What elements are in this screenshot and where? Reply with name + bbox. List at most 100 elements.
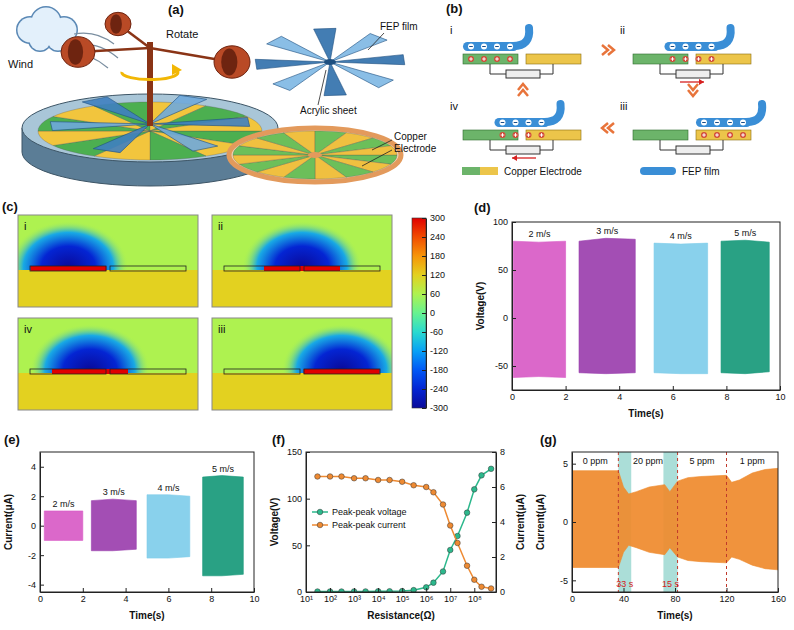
tick-label: 0 xyxy=(500,587,505,597)
tick: -4 xyxy=(28,580,44,590)
charged-strip xyxy=(30,266,106,271)
positive-sign xyxy=(508,57,512,61)
field-lower xyxy=(18,373,198,410)
legend-electrode xyxy=(462,167,480,175)
tick-mark xyxy=(726,386,727,390)
field-lower xyxy=(212,373,392,410)
plot-marks xyxy=(315,466,494,592)
positive-sign xyxy=(728,133,732,137)
signal-envelope xyxy=(91,499,136,551)
tick-mark xyxy=(492,487,496,488)
electrode xyxy=(633,54,688,64)
panel-label: (b) xyxy=(446,1,463,16)
axis-bottom: 0246810 xyxy=(510,386,786,402)
fep-blade xyxy=(330,34,387,62)
electrode xyxy=(526,130,581,140)
positive-charge xyxy=(526,132,532,138)
tick-label: -240 xyxy=(430,384,448,394)
series-marker xyxy=(411,482,417,488)
signal-envelope xyxy=(44,511,83,540)
tick: 300 xyxy=(422,213,445,223)
positive-sign xyxy=(715,133,719,137)
series-label: 2 m/s xyxy=(53,499,76,509)
electrode xyxy=(463,130,518,140)
tick-label: 10 xyxy=(249,594,259,604)
positive-sign xyxy=(482,57,486,61)
positive-charge xyxy=(701,132,707,138)
electrode-outline xyxy=(224,266,300,271)
tick: 10⁴ xyxy=(372,588,386,604)
positive-sign xyxy=(495,57,499,61)
resistor xyxy=(506,70,540,78)
tick-label: 8 xyxy=(724,392,729,402)
tick: 80 xyxy=(670,588,680,604)
tick: -300 xyxy=(422,403,448,413)
series-line xyxy=(317,477,491,589)
tick-label: 10⁷ xyxy=(444,594,457,604)
film-blade xyxy=(82,97,150,124)
film xyxy=(463,42,518,51)
legend-label: Copper Electrode xyxy=(504,166,582,177)
tick-label: -60 xyxy=(430,327,443,337)
stage-boundary xyxy=(677,452,678,592)
positive-charge xyxy=(670,56,676,62)
legend-label: Peak-peak voltage xyxy=(332,507,407,517)
tick: 10⁶ xyxy=(420,588,434,604)
legend-electrode xyxy=(480,167,498,175)
disc-sector xyxy=(233,155,315,164)
legend-marker xyxy=(317,522,323,528)
series-marker xyxy=(471,487,477,493)
tick: 0 xyxy=(503,313,516,323)
film-blade xyxy=(150,117,250,126)
tick-label: -180 xyxy=(430,365,448,375)
tick-label: -4 xyxy=(28,580,36,590)
tick-label: 150 xyxy=(287,447,302,457)
figure: (a)WindRotateFEP filmAcrylic sheetCopper… xyxy=(0,0,794,630)
panel-b: (b)iiiiiiivCopper ElectrodeFEP film xyxy=(446,1,762,177)
field-map xyxy=(212,318,392,410)
flow-arrow xyxy=(518,84,528,96)
positive-charge xyxy=(709,56,715,62)
plot-frame xyxy=(40,452,254,592)
series-marker xyxy=(447,523,453,529)
tick-mark xyxy=(474,588,475,592)
stage-label: ii xyxy=(218,220,223,232)
negative-sign xyxy=(501,122,505,123)
legend-label: Peak-peak current xyxy=(332,520,406,530)
axis-line xyxy=(512,223,513,391)
series-marker xyxy=(363,475,369,481)
cup-inner xyxy=(68,39,83,65)
axis-line xyxy=(573,592,779,593)
electrode-outline xyxy=(304,369,380,374)
stage-boundary xyxy=(726,452,727,592)
signal-envelope xyxy=(654,243,708,374)
tick-label: 50 xyxy=(498,265,508,275)
tick: -5 xyxy=(560,576,576,586)
series-label: 4 m/s xyxy=(670,231,693,241)
label-line: Electrode xyxy=(394,143,437,154)
tick: 50 xyxy=(498,265,516,275)
series-marker xyxy=(315,474,321,480)
tick-mark xyxy=(492,452,496,453)
tick-mark xyxy=(40,585,44,586)
tick-mark xyxy=(40,496,44,497)
tick-mark xyxy=(306,499,310,500)
tick-mark xyxy=(306,452,310,453)
series-marker xyxy=(431,580,437,586)
positive-charge xyxy=(714,132,720,138)
film-blade xyxy=(150,95,207,124)
tick-mark xyxy=(512,270,516,271)
tick: 120 xyxy=(719,588,734,604)
cup-inner xyxy=(110,14,122,34)
negative-charge xyxy=(507,44,513,50)
negative-charge xyxy=(539,120,545,126)
tile-border xyxy=(212,318,392,410)
tick-label: 10⁶ xyxy=(420,594,434,604)
tick-mark xyxy=(126,588,127,592)
tick: -120 xyxy=(422,346,448,356)
field-map xyxy=(212,215,392,307)
axis-line xyxy=(306,453,307,593)
plot-marks xyxy=(513,238,769,377)
positive-sign xyxy=(697,57,701,61)
tick: 10⁵ xyxy=(396,588,410,604)
